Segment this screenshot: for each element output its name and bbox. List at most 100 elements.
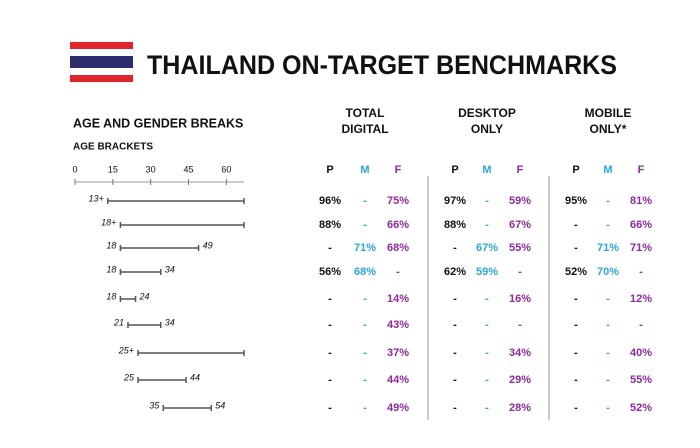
bracket-start-label: 18: [106, 240, 116, 250]
subheader: F: [638, 164, 645, 176]
cell: 68%: [387, 242, 409, 254]
scale-tick-label: 30: [146, 164, 156, 174]
cell: -: [363, 195, 367, 207]
cell: 59%: [509, 195, 531, 207]
bracket-start-label: 18+: [101, 217, 116, 227]
bracket-start-label: 13+: [89, 193, 104, 203]
bracket-end-label: 54: [215, 400, 225, 410]
cell: 49%: [387, 402, 409, 414]
cell: 71%: [597, 242, 619, 254]
cell: 28%: [509, 402, 531, 414]
cell: -: [606, 293, 610, 305]
flag-blue: [70, 56, 133, 68]
group-header: MOBILE: [585, 106, 632, 120]
group-header: ONLY: [471, 122, 503, 136]
bracket-end-label: 49: [203, 240, 213, 250]
cell: 75%: [387, 195, 409, 207]
cell: 66%: [387, 219, 409, 231]
cell: -: [639, 266, 643, 278]
cell: -: [328, 402, 332, 414]
cell: -: [328, 242, 332, 254]
cell: -: [453, 374, 457, 386]
cell: 52%: [630, 402, 652, 414]
cell: 55%: [630, 374, 652, 386]
cell: -: [453, 319, 457, 331]
bracket-end-label: 44: [190, 372, 200, 382]
subheader: F: [517, 164, 524, 176]
cell: -: [453, 347, 457, 359]
page-title: THAILAND ON-TARGET BENCHMARKS: [147, 50, 617, 80]
cell: -: [518, 319, 522, 331]
flag-red: [70, 42, 133, 49]
cell: -: [639, 319, 643, 331]
group-header: TOTAL: [346, 106, 385, 120]
scale-tick-label: 60: [221, 164, 231, 174]
section-subtitle: AGE BRACKETS: [73, 142, 153, 153]
subheader: P: [572, 164, 579, 176]
cell: -: [606, 374, 610, 386]
cell: 95%: [565, 195, 587, 207]
cell: -: [574, 347, 578, 359]
cell: -: [574, 374, 578, 386]
cell: -: [328, 347, 332, 359]
scale-tick-label: 15: [108, 164, 118, 174]
cell: -: [485, 319, 489, 331]
cell: 70%: [597, 266, 619, 278]
scale-tick-label: 45: [183, 164, 193, 174]
bracket-start-label: 18: [106, 264, 116, 274]
section-title: AGE AND GENDER BREAKS: [73, 116, 243, 130]
bracket-end-label: 34: [165, 264, 175, 274]
bracket-start-label: 21: [113, 317, 124, 327]
cell: -: [485, 347, 489, 359]
subheader: M: [482, 164, 491, 176]
cell: 88%: [319, 219, 341, 231]
cell: 14%: [387, 293, 409, 305]
cell: 71%: [354, 242, 376, 254]
bracket-end-label: 34: [165, 317, 175, 327]
cell: 29%: [509, 374, 531, 386]
cell: -: [453, 242, 457, 254]
cell: -: [606, 195, 610, 207]
cell: -: [606, 319, 610, 331]
cell: -: [518, 266, 522, 278]
bracket-start-label: 18: [106, 291, 116, 301]
cell: -: [363, 402, 367, 414]
cell: 56%: [319, 266, 341, 278]
bracket-end-label: 24: [139, 291, 150, 301]
group-header: DIGITAL: [341, 122, 388, 136]
cell: 55%: [509, 242, 531, 254]
cell: -: [328, 293, 332, 305]
cell: -: [485, 374, 489, 386]
subheader: M: [360, 164, 369, 176]
subheader: P: [451, 164, 458, 176]
cell: -: [574, 402, 578, 414]
cell: -: [363, 347, 367, 359]
cell: 44%: [387, 374, 409, 386]
flag-red: [70, 75, 133, 82]
cell: 68%: [354, 266, 376, 278]
cell: -: [485, 219, 489, 231]
group-header: DESKTOP: [458, 106, 516, 120]
cell: -: [363, 319, 367, 331]
cell: -: [485, 293, 489, 305]
scale-tick-label: 0: [72, 164, 77, 174]
cell: -: [328, 319, 332, 331]
cell: -: [453, 402, 457, 414]
cell: 71%: [630, 242, 652, 254]
cell: 12%: [630, 293, 652, 305]
cell: 67%: [476, 242, 498, 254]
cell: -: [574, 219, 578, 231]
cell: 43%: [387, 319, 409, 331]
flag: [69, 41, 134, 83]
bracket-start-label: 25: [123, 372, 135, 382]
cell: -: [606, 402, 610, 414]
cell: 37%: [387, 347, 409, 359]
cell: -: [606, 219, 610, 231]
cell: -: [328, 374, 332, 386]
cell: 66%: [630, 219, 652, 231]
subheader: P: [326, 164, 333, 176]
bracket-start-label: 25+: [118, 345, 134, 355]
cell: -: [485, 402, 489, 414]
cell: 81%: [630, 195, 652, 207]
